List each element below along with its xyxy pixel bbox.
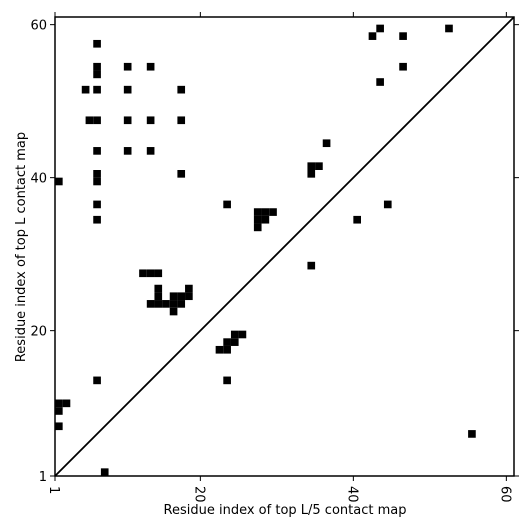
contact-cell-upper [399,32,407,40]
contact-cell-upper [85,116,94,125]
contact-cell-lower [169,300,178,308]
plot-frame [54,16,515,477]
y-tick-label: 1 [39,470,47,485]
contact-cell-upper [253,208,262,216]
contact-cell-upper [315,162,323,170]
contact-cell-lower [169,292,178,301]
contact-cell-upper [93,170,101,178]
y-tick-label: 40 [30,172,47,187]
contact-cell-lower [154,269,163,278]
contact-cell-lower [154,284,163,293]
contact-cell-lower [146,269,155,278]
contact-cell-lower [162,300,170,308]
contact-cell-lower [169,307,178,316]
contact-cell-lower [154,292,163,301]
contact-cell-lower [55,407,63,415]
y-tick-label: 20 [30,325,47,340]
x-tick-label: 1 [46,486,61,494]
x-tick-label: 40 [344,486,359,503]
contact-cell-upper [93,177,101,186]
contact-cell-upper [123,147,132,155]
contact-cell-upper [399,62,407,71]
contact-cell-upper [177,170,186,178]
contact-cell-upper [93,39,101,48]
contact-cell-lower [154,300,163,308]
contact-cell-lower [185,284,193,293]
contact-cell-upper [93,200,101,209]
contact-cell-lower [146,300,155,308]
contact-cell-lower [177,292,186,301]
contact-cell-lower [93,376,101,385]
contact-cell-upper [376,24,384,33]
contact-cell-upper [177,116,186,125]
contact-cell-upper [353,215,361,224]
contact-cell-lower [230,338,239,346]
contact-cell-lower [55,399,63,408]
contact-cell-upper [146,147,155,155]
contact-cell-upper [445,24,453,33]
contact-cell-upper [55,177,63,186]
contact-cell-upper [261,215,270,224]
y-axis-label: Residue index of top L contact map [14,132,29,362]
contact-cell-lower [100,468,109,476]
diagonal-line [54,16,515,477]
contact-cell-lower [62,399,71,408]
contact-cell-upper [93,147,101,155]
x-tick-label: 60 [497,486,512,503]
y-tick-label: 60 [30,19,47,34]
contact-cell-upper [93,85,101,94]
contact-cell-upper [93,70,101,79]
contact-cell-lower [185,292,193,301]
contact-cell-upper [253,223,262,232]
contact-cell-upper [146,116,155,125]
contact-cell-lower [468,430,476,438]
contact-cell-lower [238,330,247,339]
contact-cell-upper [307,261,316,270]
contact-cell-upper [146,62,155,71]
contact-cell-upper [322,139,331,148]
contact-cell-lower [230,330,239,339]
contact-cell-lower [223,345,231,354]
contact-cell-upper [307,162,316,170]
contact-cell-upper [269,208,277,216]
axis-ticks: 1 20 40 60 1 20 40 60 [30,12,519,503]
x-axis-label: Residue index of top L/5 contact map [164,503,407,518]
contact-cell-upper [123,116,132,125]
contact-cell-lower [139,269,147,278]
contact-cells [55,24,476,476]
contact-cell-upper [223,200,231,209]
contact-cell-lower [55,422,63,431]
contact-cell-lower [177,300,186,308]
contact-cell-upper [123,85,132,94]
x-tick-label: 20 [191,486,206,503]
contact-cell-upper [261,208,270,216]
contact-cell-upper [177,85,186,94]
contact-cell-upper [253,215,262,224]
contact-cell-upper [307,170,316,178]
contact-cell-upper [123,62,132,71]
contact-cell-upper [376,78,384,86]
contact-cell-lower [215,345,224,354]
contact-cell-lower [223,338,231,346]
contact-cell-upper [368,32,377,40]
contact-cell-upper [383,200,392,209]
contact-cell-upper [93,62,101,71]
contact-cell-upper [93,215,101,224]
contact-cell-upper [93,116,101,125]
contact-cell-upper [81,85,90,94]
contact-cell-lower [223,376,231,385]
